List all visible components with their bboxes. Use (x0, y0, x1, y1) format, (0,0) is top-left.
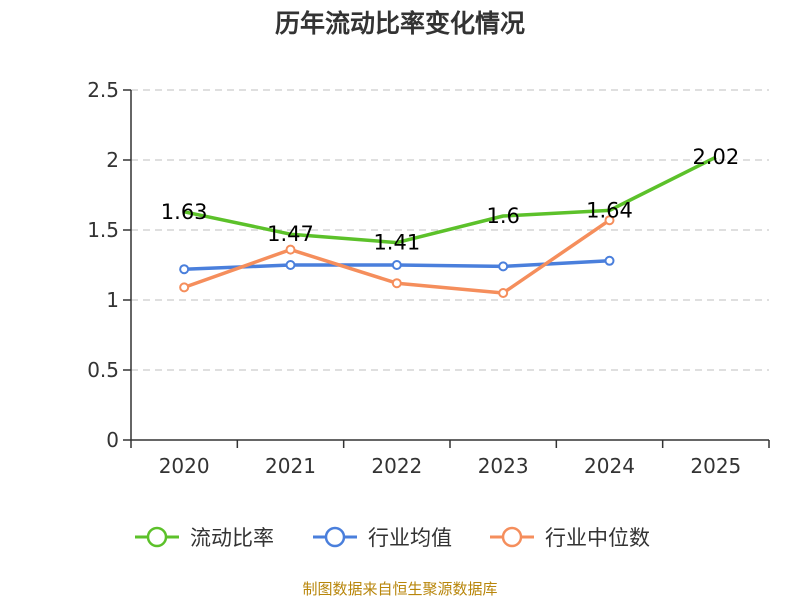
y-tick-label: 1.5 (87, 218, 119, 242)
y-tick-label: 1 (106, 288, 119, 312)
data-label: 1.47 (267, 222, 314, 246)
data-label: 1.63 (161, 200, 208, 224)
x-tick-label: 2024 (584, 454, 635, 478)
data-label: 1.41 (373, 231, 420, 255)
legend-marker-icon (324, 526, 346, 548)
data-label: 1.6 (486, 204, 519, 228)
legend-marker-icon (501, 526, 523, 548)
data-point (391, 278, 402, 289)
data-point (498, 288, 509, 298)
legend-marker-icon (146, 526, 168, 548)
x-tick-label: 2025 (690, 454, 741, 478)
legend-label: 行业中位数 (545, 526, 650, 550)
data-point (391, 260, 402, 270)
x-tick-label: 2021 (265, 454, 316, 478)
legend: 流动比率 行业均值 行业中位数 (135, 526, 650, 550)
data-point (604, 255, 615, 266)
y-tick-label: 0 (106, 428, 119, 452)
y-tick-label: 0.5 (87, 358, 119, 382)
axis-layer: 0 0.5 1 1.5 2 2.5 2020 2021 2022 2023 2024 2025 (87, 78, 770, 478)
legend-label: 流动比率 (190, 526, 274, 550)
y-tick-label: 2 (106, 148, 119, 172)
x-tick-label: 2023 (478, 454, 529, 478)
x-tick-label: 2020 (159, 454, 210, 478)
y-tick-label: 2.5 (87, 78, 119, 102)
data-point (604, 215, 615, 226)
chart-title: 历年流动比率变化情况 (274, 9, 525, 38)
source-note: 制图数据来自恒生聚源数据库 (302, 580, 498, 598)
data-label: 1.64 (586, 198, 633, 222)
data-point (498, 261, 509, 272)
x-tick-label: 2022 (371, 454, 422, 478)
data-point (285, 244, 296, 255)
data-label: 2.02 (692, 145, 739, 169)
data-point (179, 282, 190, 293)
legend-label: 行业均值 (368, 526, 452, 550)
data-point (285, 260, 296, 270)
series-layer (179, 155, 717, 298)
data-point (179, 264, 190, 275)
data-label-layer: 1.63 1.47 1.41 1.6 1.64 2.02 (161, 145, 739, 254)
series-line (183, 155, 717, 245)
